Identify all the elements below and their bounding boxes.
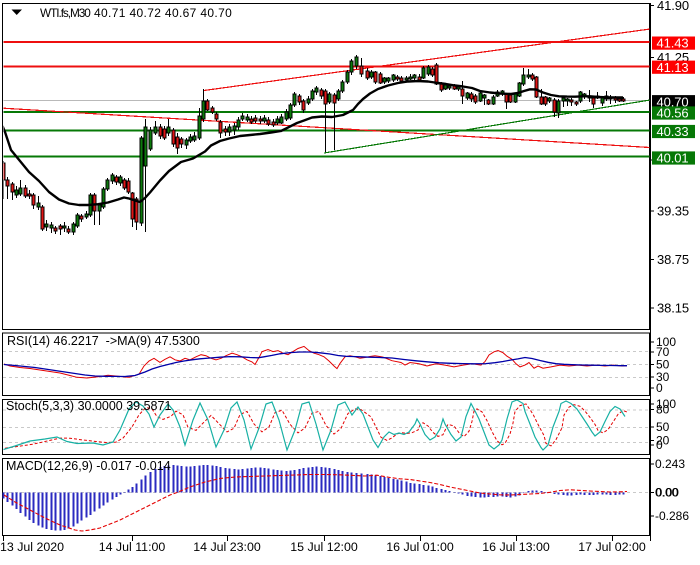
svg-text:41.43: 41.43 — [657, 36, 689, 51]
svg-text:80: 80 — [656, 403, 670, 417]
svg-text:RSI(14) 46.2217 ->MA(9) 47.53: RSI(14) 46.2217 ->MA(9) 47.5300 — [7, 334, 200, 348]
svg-text:70: 70 — [656, 345, 670, 359]
svg-text:38.75: 38.75 — [657, 252, 689, 267]
svg-text:0: 0 — [656, 438, 663, 452]
svg-text:40.70: 40.70 — [657, 94, 689, 109]
svg-text:30: 30 — [656, 370, 670, 384]
svg-text:50: 50 — [656, 420, 670, 434]
svg-text:14 Jul 23:00: 14 Jul 23:00 — [193, 540, 261, 554]
svg-text:100: 100 — [656, 397, 676, 411]
svg-text:-0.286: -0.286 — [655, 509, 689, 523]
svg-text:Stoch(5,3,3) 30.0000 39.5871: Stoch(5,3,3) 30.0000 39.5871 — [6, 399, 171, 413]
svg-text:40.33: 40.33 — [657, 124, 689, 139]
svg-text:20: 20 — [656, 434, 670, 448]
svg-text:15 Jul 12:00: 15 Jul 12:00 — [290, 540, 358, 554]
svg-text:40.56: 40.56 — [657, 106, 689, 121]
svg-text:14 Jul 11:00: 14 Jul 11:00 — [99, 540, 166, 554]
svg-text:40.71 40.72 40.67 40.70: 40.71 40.72 40.67 40.70 — [94, 6, 232, 20]
svg-text:0.00: 0.00 — [656, 486, 680, 500]
svg-text:38.15: 38.15 — [657, 301, 689, 316]
svg-text:0.00: 0.00 — [655, 486, 679, 500]
svg-text:17 Jul 02:00: 17 Jul 02:00 — [578, 540, 646, 554]
svg-text:0.243: 0.243 — [655, 457, 685, 471]
svg-text:100: 100 — [656, 335, 676, 349]
svg-text:40.01: 40.01 — [657, 151, 689, 166]
svg-text:0: 0 — [656, 381, 663, 395]
svg-text:MACD(12,26,9) -0.017 -0.014: MACD(12,26,9) -0.017 -0.014 — [6, 459, 171, 473]
svg-text:16 Jul 13:00: 16 Jul 13:00 — [482, 540, 550, 554]
svg-text:WTI.fs,M30: WTI.fs,M30 — [40, 6, 91, 20]
svg-text:41.13: 41.13 — [657, 60, 689, 75]
svg-text:41.90: 41.90 — [657, 0, 689, 13]
svg-text:50: 50 — [656, 358, 670, 372]
svg-text:39.35: 39.35 — [657, 204, 689, 219]
svg-text:13 Jul 2020: 13 Jul 2020 — [0, 540, 64, 554]
svg-text:16 Jul 01:00: 16 Jul 01:00 — [386, 540, 454, 554]
